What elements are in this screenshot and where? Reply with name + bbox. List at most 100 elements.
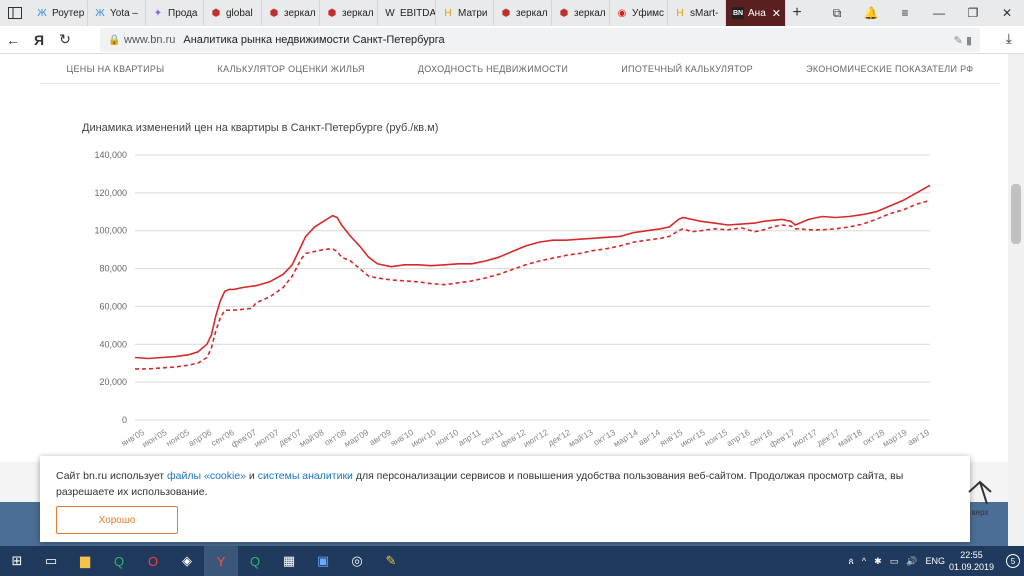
h-icon: H	[444, 7, 452, 19]
download-icon[interactable]: ⤓	[1005, 30, 1012, 46]
radio-icon: ◉	[617, 7, 627, 19]
people-icon[interactable]: ጰ	[848, 555, 854, 566]
cookie-link[interactable]: файлы «cookie»	[167, 470, 247, 482]
series-line-solid	[134, 184, 931, 360]
series-line-dashed	[135, 199, 931, 370]
site-nav-item[interactable]: ДОХОДНОСТЬ НЕДВИЖИМОСТИ	[417, 63, 569, 74]
url-domain: www.bn.ru	[124, 34, 176, 46]
app-globe-icon[interactable]: ◈	[182, 553, 192, 568]
star-icon: ✦	[153, 7, 163, 19]
explorer-icon[interactable]: ▆	[80, 553, 90, 568]
site-nav-item[interactable]: КАЛЬКУЛЯТОР ОЦЕНКИ ЖИЛЬЯ	[217, 63, 365, 74]
app-q2-icon[interactable]: Q	[249, 553, 261, 569]
back-icon[interactable]: ←	[6, 31, 20, 48]
lock-icon: 🔒	[108, 34, 121, 46]
url-field[interactable]: 🔒 www.bn.ru Аналитика рынка недвижимости…	[100, 28, 980, 52]
browser-tab[interactable]: Ж Yota –	[88, 0, 146, 26]
tray-arrow-icon[interactable]: ^	[861, 556, 867, 566]
address-bar: ← Я ↻ 🔒 www.bn.ru Аналитика рынка недвиж…	[0, 26, 1024, 54]
yandex-market-icon: Ж	[37, 7, 47, 19]
x-tick-label: ноя'05	[164, 427, 191, 448]
menu-icon[interactable]: ≡	[901, 6, 909, 20]
task-view-icon[interactable]: ▭	[44, 553, 58, 568]
scroll-up-button[interactable]: верх	[964, 478, 996, 528]
analytics-link[interactable]: системы аналитики	[257, 470, 353, 482]
browser-tab[interactable]: Ж Роутер	[30, 0, 88, 26]
hexagon-icon: ⬢	[501, 7, 511, 19]
x-tick-label: ноя'15	[702, 427, 729, 448]
browser-tab[interactable]: ⬢ зеркал	[494, 0, 552, 26]
url-page-title: Аналитика рынка недвижимости Санкт-Петер…	[183, 34, 445, 46]
maximize-icon[interactable]: ❐	[967, 6, 979, 20]
opera-icon[interactable]: O	[147, 553, 159, 569]
site-nav-item[interactable]: ЦЕНЫ НА КВАРТИРЫ	[66, 63, 165, 74]
close-tab-icon[interactable]: ✕	[771, 7, 781, 20]
tab-label: Роутер	[52, 7, 85, 19]
browser-tab-bar: Ж Роутер Ж Yota – ✦ Прода ⬢ global ⬢ зеркал ⬢ зерка…	[0, 0, 1024, 26]
browser-tab[interactable]: H Матри	[436, 0, 494, 26]
x-tick-label: июл'07	[252, 427, 281, 449]
x-tick-label: мар'09	[342, 427, 370, 449]
chrome-icon[interactable]: ◎	[351, 553, 363, 568]
app-grid-icon[interactable]: ▣	[316, 553, 330, 568]
calculator-icon[interactable]: ▦	[282, 553, 296, 568]
close-window-icon[interactable]: ✕	[1001, 6, 1013, 20]
site-nav: ЦЕНЫ НА КВАРТИРЫ КАЛЬКУЛЯТОР ОЦЕНКИ ЖИЛЬЯ…	[40, 54, 1000, 84]
notifications-icon[interactable]: 🔔	[863, 6, 879, 20]
tab-label: зеркал	[284, 7, 316, 19]
bn-icon: BN	[732, 7, 744, 19]
hexagon-icon: ⬢	[559, 7, 569, 19]
bookmarks-icon[interactable]: ⧉	[832, 5, 842, 20]
site-nav-item[interactable]: ИПОТЕЧНЫЙ КАЛЬКУЛЯТОР	[621, 63, 753, 74]
scrollbar-thumb[interactable]	[1011, 184, 1021, 244]
y-tick-label: 140,000	[94, 150, 127, 160]
browser-tab[interactable]: ✦ Прода	[146, 0, 204, 26]
network-icon[interactable]: ▭	[889, 555, 899, 566]
hexagon-icon: ⬢	[211, 7, 221, 19]
tab-label: global	[226, 7, 253, 19]
x-tick-label: фев'12	[499, 427, 528, 449]
y-tick-label: 40,000	[99, 339, 127, 349]
browser-tab[interactable]: ⬢ зеркал	[552, 0, 610, 26]
browser-tab[interactable]: ⬢ зеркал	[320, 0, 378, 26]
y-tick-label: 20,000	[99, 377, 127, 387]
notification-badge[interactable]: 5	[1006, 554, 1020, 568]
bluetooth-icon[interactable]: ✱	[874, 555, 882, 566]
app-q-icon[interactable]: Q	[113, 553, 125, 569]
tab-label: EBITDA	[400, 7, 436, 19]
browser-tab[interactable]: ◉ Уфимс	[610, 0, 668, 26]
tab-label: зеркал	[574, 7, 606, 19]
minimize-icon[interactable]: —	[933, 6, 945, 20]
browser-tab[interactable]: BN Ана ✕	[726, 0, 786, 26]
site-nav-item[interactable]: ЭКОНОМИЧЕСКИЕ ПОКАЗАТЕЛИ РФ	[806, 63, 974, 74]
tab-label: Уфимс	[632, 7, 665, 19]
yandex-browser-icon[interactable]: Y	[204, 546, 238, 576]
clock[interactable]: 22:55 01.09.2019	[948, 550, 994, 572]
browser-tab[interactable]: W EBITDA	[378, 0, 436, 26]
scrollbar[interactable]	[1008, 54, 1024, 546]
x-tick-label: фев'07	[229, 427, 258, 449]
yandex-icon[interactable]: Я	[33, 31, 45, 48]
x-tick-label: июн'10	[409, 427, 438, 449]
bookmark-icon[interactable]: ✎ ▮	[953, 34, 972, 47]
new-tab-button[interactable]: +	[792, 4, 802, 21]
cookie-banner: Сайт bn.ru использует файлы «cookie» и с…	[40, 456, 970, 542]
x-tick-label: июн'05	[140, 427, 169, 449]
window-controls: ⧉ 🔔 ≡ — ❐ ✕	[820, 0, 1024, 26]
x-tick-label: авг'09	[367, 427, 393, 448]
hexagon-icon: ⬢	[327, 7, 337, 19]
app-pen-icon[interactable]: ✎	[385, 553, 397, 568]
cookie-ok-button[interactable]: Хорошо	[56, 506, 178, 534]
h-icon: H	[676, 7, 684, 19]
chart-area: Динамика изменений цен на квартиры в Сан…	[40, 95, 1000, 455]
lang-indicator[interactable]: ENG	[925, 556, 945, 566]
reload-icon[interactable]: ↻	[59, 31, 71, 47]
sidebar-toggle-icon[interactable]	[0, 0, 30, 26]
volume-icon[interactable]: 🔊	[906, 555, 918, 566]
browser-tab[interactable]: ⬢ зеркал	[262, 0, 320, 26]
hexagon-icon: ⬢	[269, 7, 279, 19]
browser-tab[interactable]: ⬢ global	[204, 0, 262, 26]
up-arrow-icon	[968, 480, 992, 505]
windows-start-icon[interactable]: ⊞	[11, 553, 23, 568]
